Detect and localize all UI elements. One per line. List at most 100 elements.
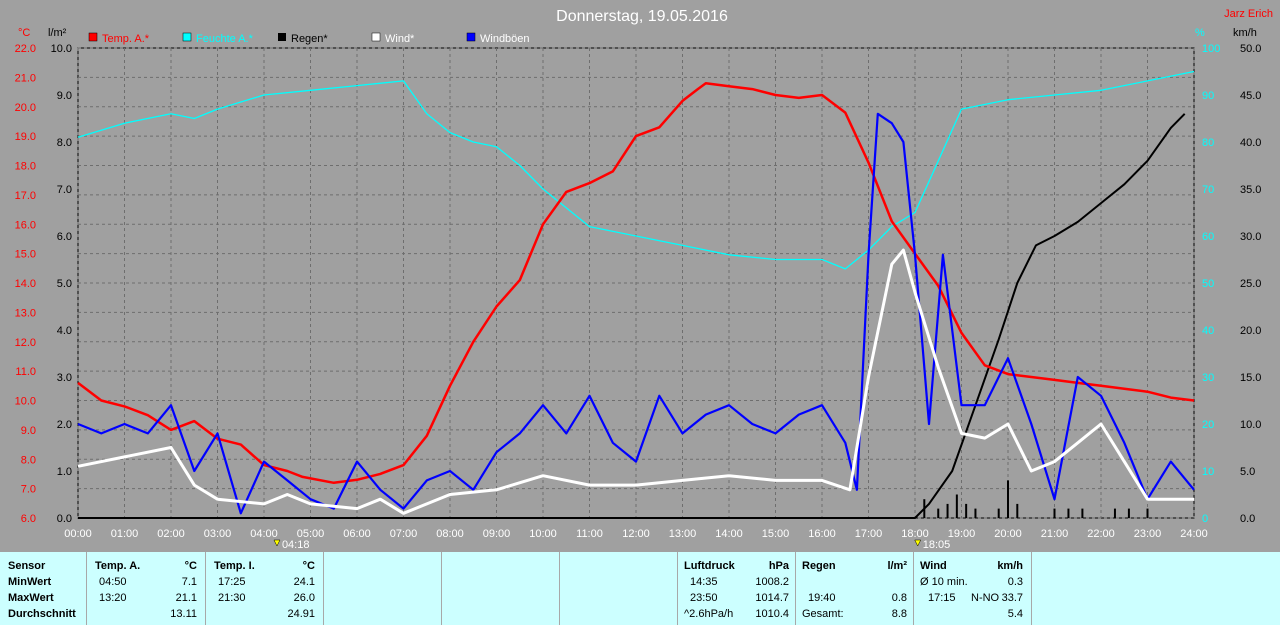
- wind-tick-label: 35.0: [1240, 184, 1261, 196]
- temp-i-max-time: 21:30: [218, 592, 246, 604]
- rain-bar: [974, 508, 977, 518]
- stats-wind-cell: Wind km/h Ø 10 min. 0.3 17:15 N-NO 33.7 …: [914, 552, 1032, 625]
- temp-a-header: Temp. A.: [95, 560, 141, 572]
- rain-max-value: 0.8: [891, 592, 907, 604]
- temp-tick-label: 20.0: [15, 102, 36, 114]
- legend-swatch-gusts: [466, 32, 476, 42]
- marker-label: 04:18: [282, 539, 310, 551]
- x-tick-label: 18:00: [901, 528, 929, 540]
- humidity-tick-label: 40: [1202, 325, 1214, 337]
- humidity-tick-label: 70: [1202, 184, 1214, 196]
- x-tick-label: 17:00: [855, 528, 883, 540]
- humidity-tick-label: 90: [1202, 90, 1214, 102]
- rain-bar: [1081, 508, 1084, 518]
- stats-empty-cell-3: [560, 552, 678, 625]
- rain-tick-label: 6.0: [57, 231, 72, 243]
- rain-tick-label: 0.0: [57, 513, 72, 525]
- x-axis-ticks: 00:00 01:00 02:00 03:00 04:00 05:00 06:00 07:00…: [64, 528, 1208, 540]
- stats-temp-i-cell: Temp. I. °C 17:25 24.1 21:30 26.0 24.91: [206, 552, 324, 625]
- wind-tick-label: 0.0: [1240, 513, 1255, 525]
- x-tick-label: 19:00: [948, 528, 976, 540]
- temp-tick-label: 9.0: [21, 425, 36, 437]
- x-tick-label: 07:00: [390, 528, 418, 540]
- rain-unit: l/m²: [887, 560, 907, 572]
- humidity-unit-label: %: [1195, 27, 1205, 39]
- x-tick-label: 15:00: [762, 528, 790, 540]
- series-lines: [77, 70, 1195, 519]
- x-tick-label: 11:00: [576, 528, 603, 540]
- series-line-windb-en: [77, 112, 1195, 515]
- pressure-avg-value: 1010.4: [755, 608, 789, 620]
- x-tick-label: 23:00: [1134, 528, 1162, 540]
- humidity-tick-label: 100: [1202, 43, 1220, 55]
- wind-unit: km/h: [997, 560, 1023, 572]
- humidity-tick-label: 30: [1202, 372, 1214, 384]
- pressure-min-time: 14:35: [690, 576, 718, 588]
- temp-tick-label: 22.0: [15, 43, 36, 55]
- wind-tick-label: 15.0: [1240, 372, 1261, 384]
- stats-row-max: MaxWert: [8, 592, 54, 604]
- temp-tick-label: 15.0: [15, 249, 36, 261]
- legend-label-wind: Wind*: [385, 33, 415, 45]
- temp-tick-label: 10.0: [15, 396, 36, 408]
- x-tick-label: 09:00: [483, 528, 511, 540]
- temp-i-min-value: 24.1: [293, 576, 315, 588]
- marker-label: 18:05: [923, 539, 951, 551]
- stats-empty-cell-2: [442, 552, 560, 625]
- temp-i-unit: °C: [302, 560, 315, 572]
- wind-tick-label: 25.0: [1240, 278, 1261, 290]
- wind-tick-label: 5.0: [1240, 466, 1255, 478]
- rain-tick-label: 10.0: [51, 43, 72, 55]
- x-tick-label: 14:00: [715, 528, 743, 540]
- rain-tick-label: 7.0: [57, 184, 72, 196]
- wind-tick-label: 45.0: [1240, 90, 1261, 102]
- legend-label-humidity: Feuchte A.*: [196, 33, 254, 45]
- rain-unit-label: l/m²: [48, 27, 67, 39]
- legend-swatch-temp: [88, 32, 98, 42]
- x-tick-label: 04:00: [250, 528, 278, 540]
- rain-bar: [1007, 480, 1009, 518]
- rain-bar: [1146, 508, 1149, 518]
- x-tick-label: 24:00: [1180, 528, 1208, 540]
- rain-bar: [937, 508, 940, 518]
- stats-rain-cell: Regen l/m² 19:40 0.8 Gesamt: 8.8: [796, 552, 914, 625]
- wind-header: Wind: [920, 560, 947, 572]
- temp-tick-label: 21.0: [15, 72, 36, 84]
- temp-tick-label: 13.0: [15, 307, 36, 319]
- pressure-unit: hPa: [768, 560, 789, 572]
- wind-tick-label: 30.0: [1240, 231, 1261, 243]
- rain-tick-label: 8.0: [57, 137, 72, 149]
- wind-tick-label: 20.0: [1240, 325, 1261, 337]
- rain-tick-label: 3.0: [57, 372, 72, 384]
- rain-bar: [1067, 508, 1070, 518]
- wind-tick-label: 10.0: [1240, 419, 1261, 431]
- stats-row-avg: Durchschnitt: [8, 608, 76, 620]
- rain-bars: [923, 480, 1149, 518]
- wind-max-time: 17:15: [928, 592, 956, 604]
- x-tick-label: 22:00: [1087, 528, 1115, 540]
- humidity-tick-label: 60: [1202, 231, 1214, 243]
- temp-a-min-value: 7.1: [181, 576, 197, 588]
- wind-avg10-value: 0.3: [1007, 576, 1023, 588]
- rain-bar: [955, 494, 958, 518]
- author-label: Jarz Erich: [1224, 8, 1273, 20]
- rain-bar: [1016, 503, 1019, 518]
- legend-label-temp: Temp. A.*: [102, 33, 150, 45]
- chart-title: Donnerstag, 19.05.2016: [556, 8, 728, 25]
- temp-tick-label: 12.0: [15, 337, 36, 349]
- rain-bar: [1053, 508, 1056, 518]
- rain-tick-label: 4.0: [57, 325, 72, 337]
- rain-bar: [997, 508, 1000, 518]
- x-tick-label: 12:00: [622, 528, 650, 540]
- rain-bar: [1127, 508, 1130, 518]
- x-tick-label: 13:00: [669, 528, 697, 540]
- temp-a-max-time: 13:20: [99, 592, 127, 604]
- wind-tick-label: 50.0: [1240, 43, 1261, 55]
- stats-temp-a-cell: Temp. A. °C 04:50 7.1 13:20 21.1 13.11: [87, 552, 206, 625]
- stats-row-min: MinWert: [8, 576, 52, 588]
- pressure-header: Luftdruck: [684, 560, 735, 572]
- x-tick-label: 05:00: [297, 528, 325, 540]
- x-tick-label: 08:00: [436, 528, 464, 540]
- marker-icon: [273, 539, 281, 547]
- temp-i-avg-value: 24.91: [287, 608, 315, 620]
